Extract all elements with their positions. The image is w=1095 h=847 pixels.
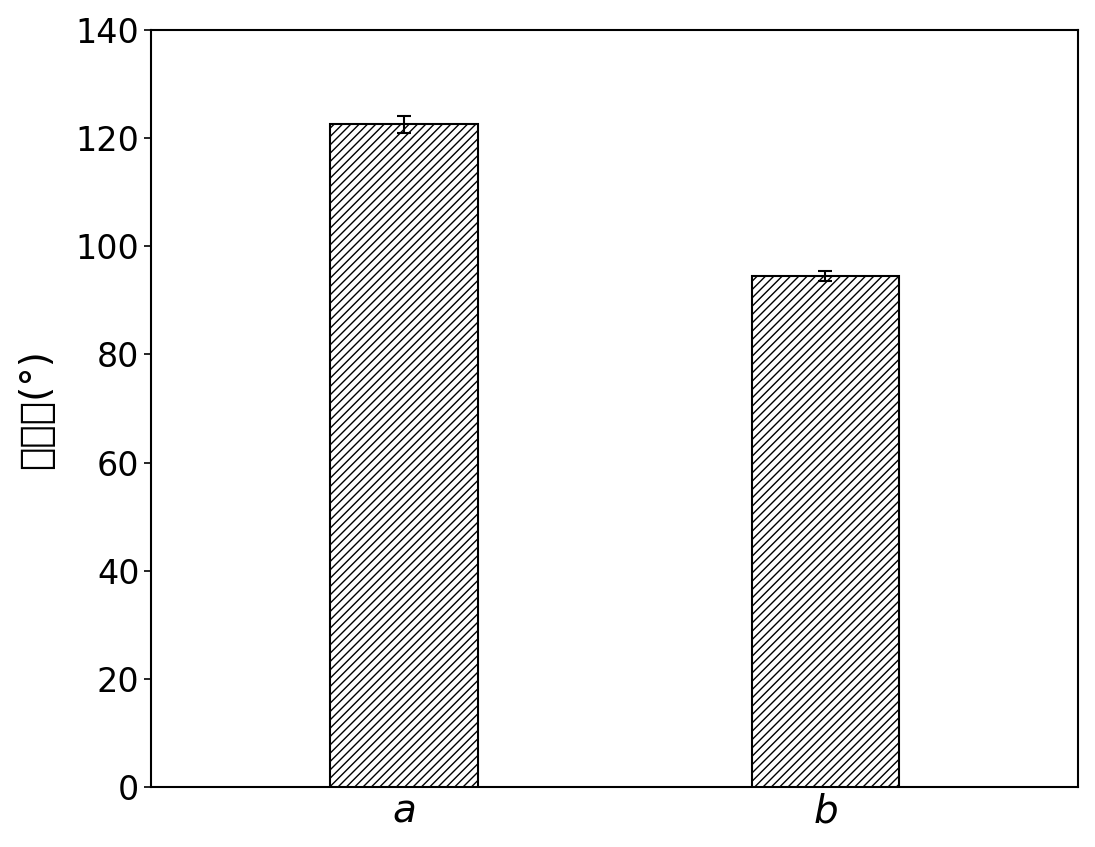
Bar xyxy=(752,276,899,788)
Bar xyxy=(331,125,477,788)
Y-axis label: 接触角(°): 接触角(°) xyxy=(16,349,55,468)
